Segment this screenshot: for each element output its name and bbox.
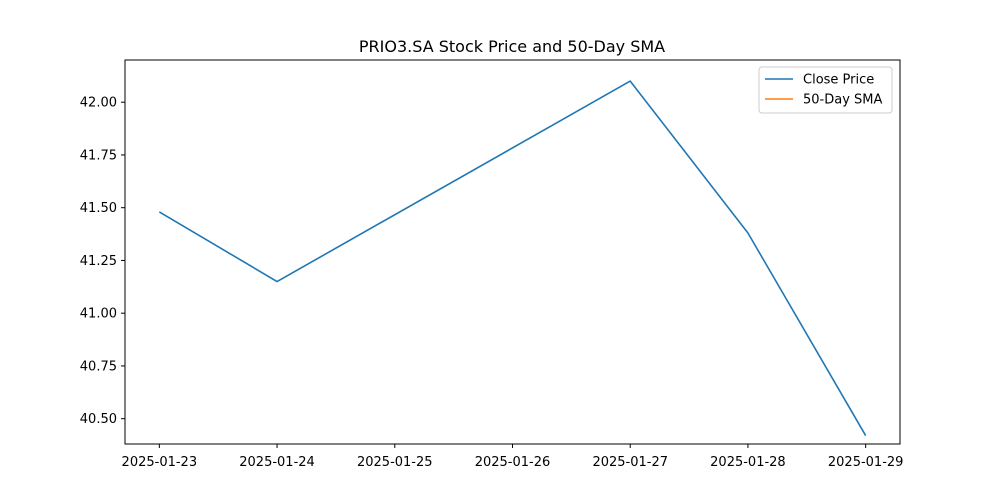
x-tick-label: 2025-01-29 — [828, 455, 904, 470]
x-tick-label: 2025-01-27 — [592, 455, 668, 470]
x-tick-label: 2025-01-28 — [710, 455, 786, 470]
x-tick-label: 2025-01-25 — [357, 455, 433, 470]
y-tick-label: 40.75 — [80, 359, 117, 374]
x-tick-label: 2025-01-24 — [239, 455, 315, 470]
series-line-0 — [158, 80, 867, 436]
y-tick-label: 42.00 — [80, 96, 117, 111]
y-tick-label: 40.50 — [80, 412, 117, 427]
legend-label: Close Price — [803, 73, 874, 88]
x-tick-label: 2025-01-26 — [475, 455, 551, 470]
legend: Close Price 50-Day SMA — [758, 66, 893, 114]
y-tick-label: 41.00 — [80, 307, 117, 322]
y-tick-label: 41.50 — [80, 201, 117, 216]
y-tick-label: 41.75 — [80, 148, 117, 163]
chart-title: PRIO3.SA Stock Price and 50-Day SMA — [359, 37, 665, 56]
legend-label: 50-Day SMA — [803, 93, 883, 108]
y-tick-label: 41.25 — [80, 254, 117, 269]
plot-frame — [124, 59, 901, 445]
x-tick-label: 2025-01-23 — [122, 455, 198, 470]
